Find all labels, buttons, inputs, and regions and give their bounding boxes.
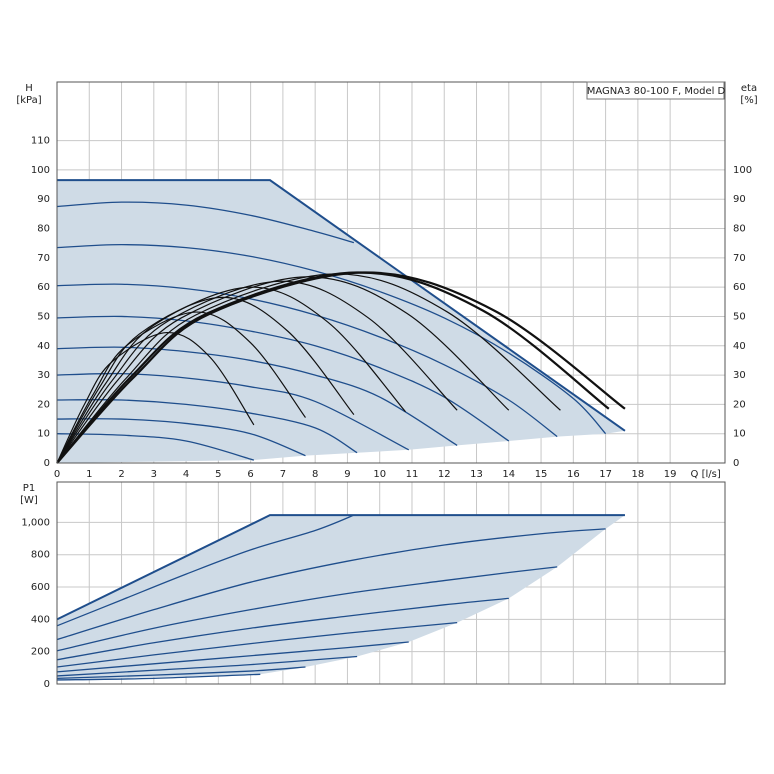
y2-axis-label: eta (741, 83, 757, 94)
x-tick-label: 7 (280, 469, 286, 480)
curve (56, 433, 255, 461)
y-tick-label: 70 (37, 253, 50, 264)
curve (56, 311, 306, 464)
y-tick-label: 20 (37, 399, 50, 410)
curve (56, 528, 606, 641)
y2-tick-label: 70 (733, 253, 746, 264)
x-tick-label: 8 (312, 469, 318, 480)
x-tick-label: 15 (535, 469, 548, 480)
x-tick-label: 16 (567, 469, 580, 480)
curve (56, 244, 607, 435)
y-tick-label: 100 (31, 165, 50, 176)
y-tick-label: 80 (37, 224, 50, 235)
x-tick-label: 18 (632, 469, 645, 480)
curve (56, 271, 610, 464)
x-axis-label: Q [l/s] (691, 469, 721, 480)
y2-tick-label: 100 (733, 165, 752, 176)
curve (56, 286, 406, 464)
area-boundary (56, 514, 625, 621)
curve (56, 655, 358, 677)
y2-tick-label: 0 (733, 458, 739, 469)
curve (56, 331, 255, 464)
curve (56, 271, 626, 464)
x-tick-label: 3 (151, 469, 157, 480)
y2-tick-label: 90 (733, 194, 746, 205)
x-tick-label: 2 (118, 469, 124, 480)
curve (56, 641, 409, 673)
operating-area (57, 180, 625, 463)
curve (56, 315, 510, 442)
y-axis-unit: [kPa] (16, 95, 41, 106)
curve (56, 273, 561, 464)
x-tick-label: 12 (438, 469, 451, 480)
y-axis-unit: [W] (20, 495, 38, 506)
x-tick-label: 1 (86, 469, 92, 480)
y-tick-label: 400 (31, 614, 50, 625)
y2-tick-label: 20 (733, 399, 746, 410)
x-tick-label: 0 (54, 469, 60, 480)
plot-frame (56, 481, 726, 685)
curve (56, 666, 306, 679)
y-axis-label: H (25, 83, 33, 94)
y-tick-label: 30 (37, 370, 50, 381)
x-tick-label: 14 (502, 469, 515, 480)
y-tick-label: 60 (37, 282, 50, 293)
curve (56, 621, 458, 668)
x-tick-label: 9 (344, 469, 350, 480)
y-tick-label: 110 (31, 136, 50, 147)
curve (56, 280, 458, 464)
y2-axis-unit: [%] (740, 95, 757, 106)
plot-frame (56, 81, 726, 464)
y-tick-label: 0 (44, 679, 50, 690)
x-tick-label: 6 (247, 469, 253, 480)
title-box (586, 81, 725, 100)
y-tick-label: 90 (37, 194, 50, 205)
operating-area (57, 515, 625, 680)
y2-tick-label: 60 (733, 282, 746, 293)
y-tick-label: 600 (31, 582, 50, 593)
y2-tick-label: 10 (733, 429, 746, 440)
curve (56, 514, 355, 627)
x-tick-label: 4 (183, 469, 189, 480)
x-tick-label: 11 (406, 469, 419, 480)
y-tick-label: 0 (44, 458, 50, 469)
y-tick-label: 40 (37, 341, 50, 352)
curve (56, 673, 261, 681)
y2-tick-label: 30 (733, 370, 746, 381)
y-tick-label: 1,000 (21, 517, 50, 528)
y2-tick-label: 50 (733, 311, 746, 322)
y2-tick-label: 80 (733, 224, 746, 235)
y-tick-label: 50 (37, 311, 50, 322)
y-axis-label: P1 (23, 483, 35, 494)
area-boundary (57, 179, 626, 432)
x-tick-label: 17 (599, 469, 612, 480)
y2-tick-label: 40 (733, 341, 746, 352)
chart-title: MAGNA3 80-100 F, Model D (587, 86, 726, 97)
x-tick-label: 5 (215, 469, 221, 480)
x-tick-label: 13 (470, 469, 483, 480)
curve (56, 566, 558, 652)
y-tick-label: 10 (37, 429, 50, 440)
y-tick-label: 200 (31, 647, 50, 658)
y-tick-label: 800 (31, 550, 50, 561)
x-tick-label: 10 (373, 469, 386, 480)
curve (56, 276, 510, 464)
x-tick-label: 19 (664, 469, 677, 480)
curve (56, 201, 355, 244)
curve (56, 597, 509, 661)
curve (56, 418, 306, 457)
curve (56, 399, 358, 454)
curve (56, 346, 458, 446)
